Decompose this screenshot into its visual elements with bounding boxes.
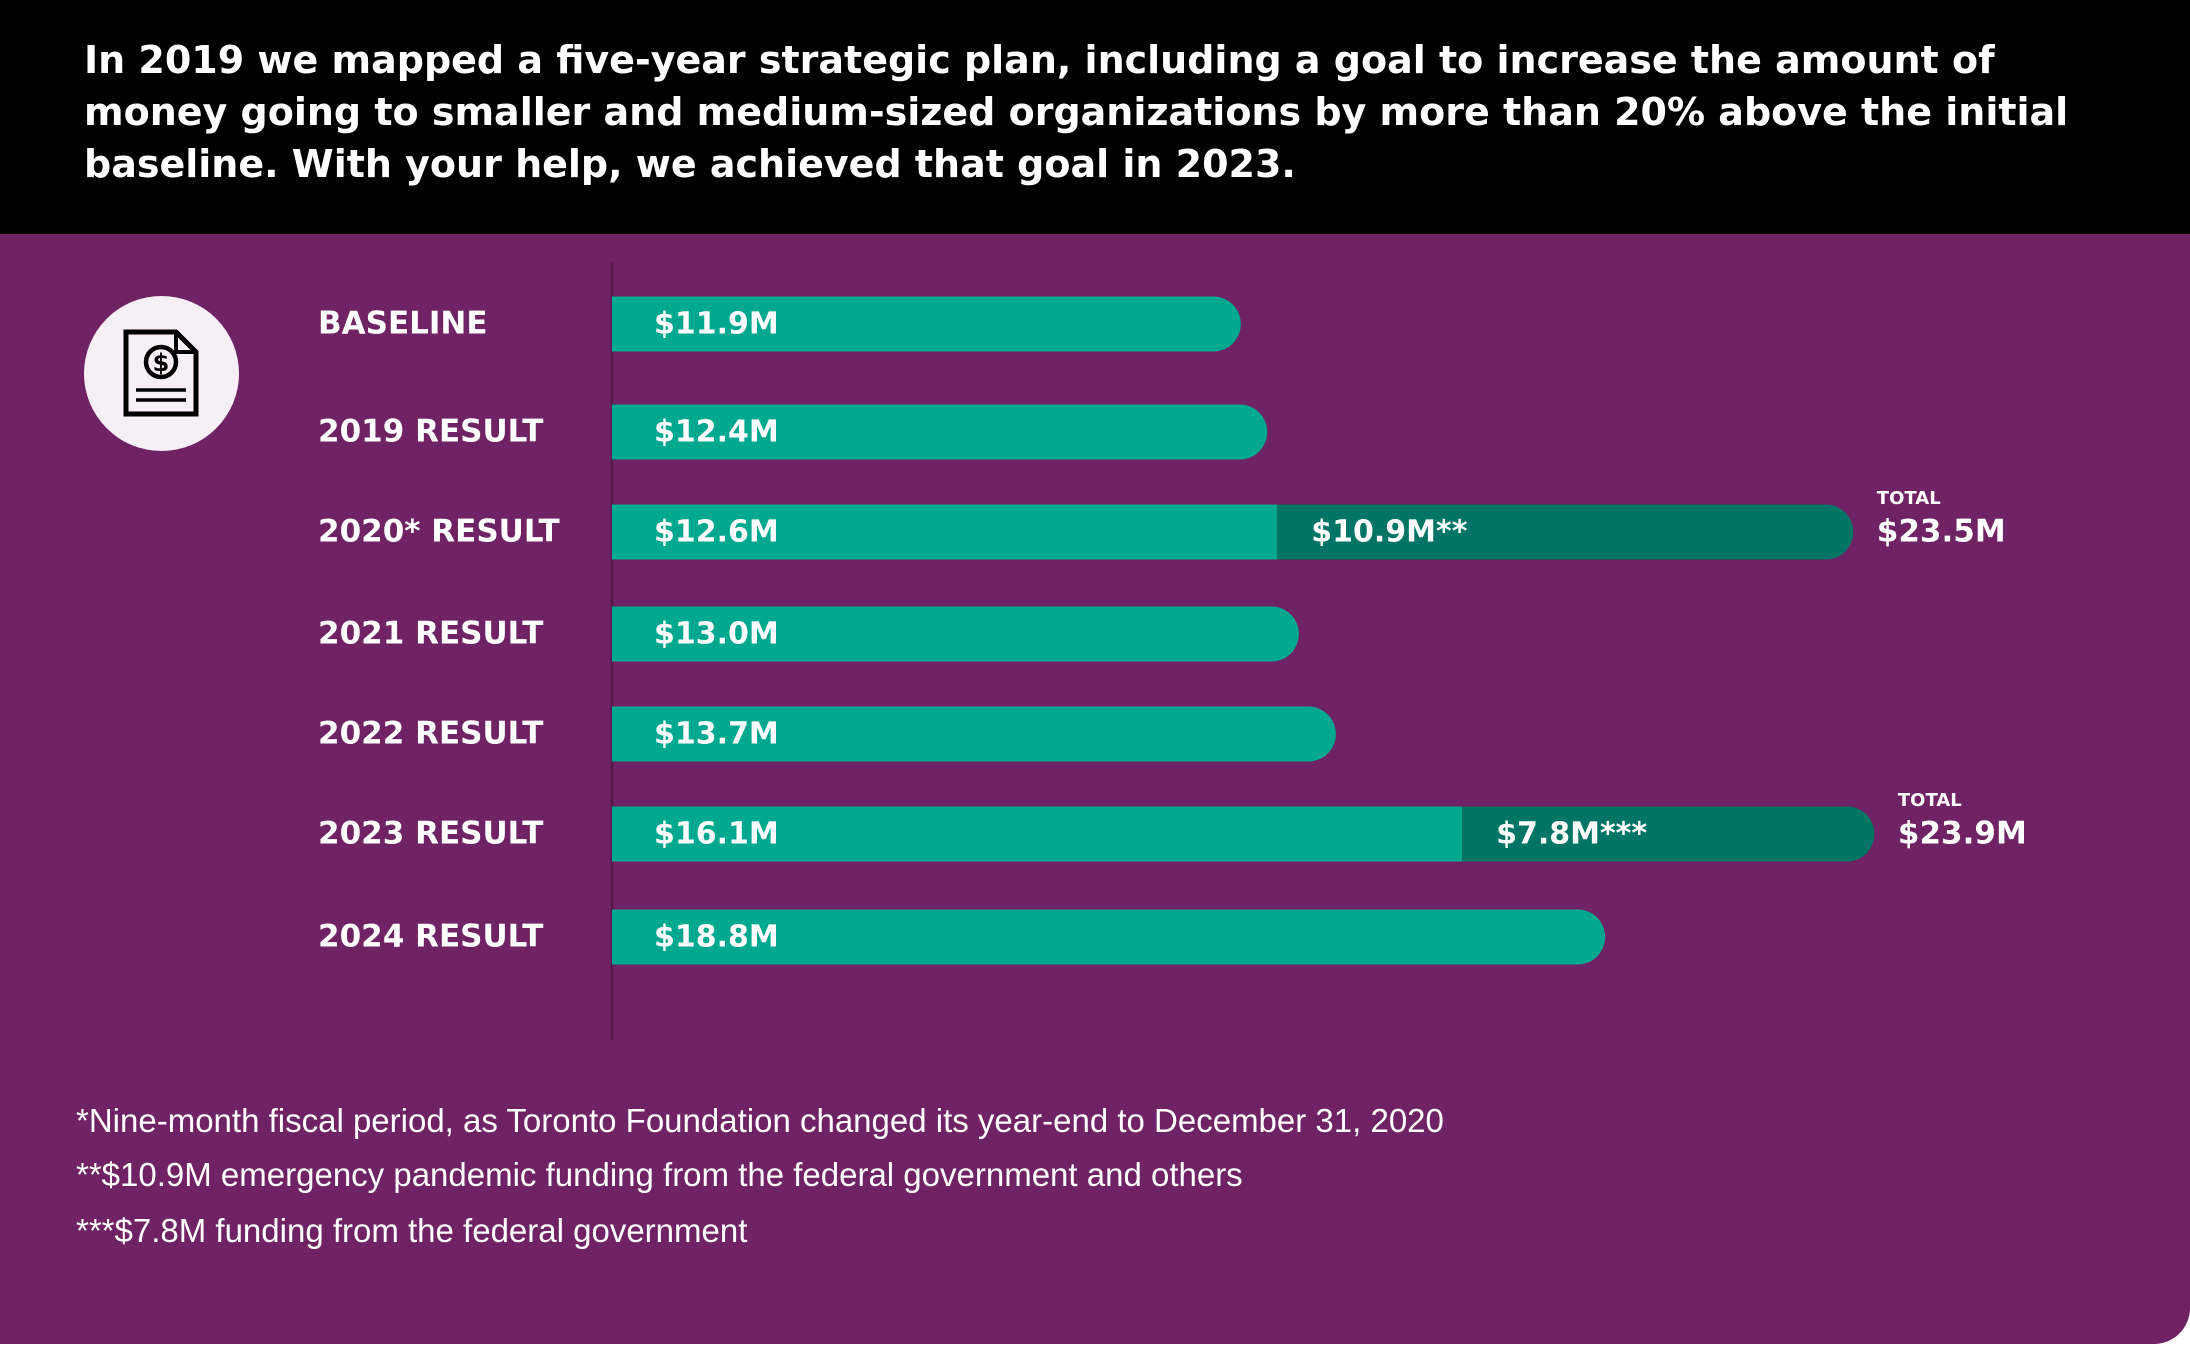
bar-secondary [1462,806,1875,862]
category-label: 2022 RESULT [318,716,543,752]
total-caption: TOTAL [1898,790,1962,811]
bar-secondary-value-label: $10.9M** [1311,515,1467,550]
category-label: BASELINE [318,306,488,342]
bar-primary-value-label: $12.4M [654,415,779,450]
svg-text:$: $ [153,349,170,377]
bar-primary-value-label: $18.8M [654,920,779,955]
bar-primary-value-label: $13.0M [654,617,779,652]
bar-primary [612,504,1278,560]
headline: In 2019 we mapped a five-year strategic … [84,38,2069,186]
header-banner: In 2019 we mapped a five-year strategic … [0,0,2190,234]
bar-primary [612,404,1268,460]
bar-primary [612,806,1463,862]
total-caption: TOTAL [1877,488,1941,509]
category-label: 2021 RESULT [318,616,543,652]
footnote-3: ***$7.8M funding from the federal govern… [76,1212,748,1249]
bar-primary-value-label: $11.9M [654,307,779,342]
category-label: 2019 RESULT [318,414,543,450]
bar-primary [612,706,1336,762]
category-label: 2024 RESULT [318,919,543,955]
dollar-document-icon: $ [123,329,199,417]
footnote-1: *Nine-month fiscal period, as Toronto Fo… [76,1102,1444,1139]
category-label: 2023 RESULT [318,816,543,852]
footnote-2: **$10.9M emergency pandemic funding from… [76,1156,1243,1193]
icon-badge: $ [84,296,239,451]
total-value-label: $23.5M [1877,514,2006,550]
bar-primary [612,606,1299,662]
bar-primary-value-label: $12.6M [654,515,779,550]
bar-primary-value-label: $16.1M [654,817,779,852]
total-value-label: $23.9M [1898,816,2027,852]
category-label: 2020* RESULT [318,514,560,550]
bar-primary-value-label: $13.7M [654,717,779,752]
bar-primary [612,909,1606,965]
bar-secondary [1277,504,1854,560]
bar-primary [612,296,1241,352]
bar-secondary-value-label: $7.8M*** [1496,817,1647,852]
